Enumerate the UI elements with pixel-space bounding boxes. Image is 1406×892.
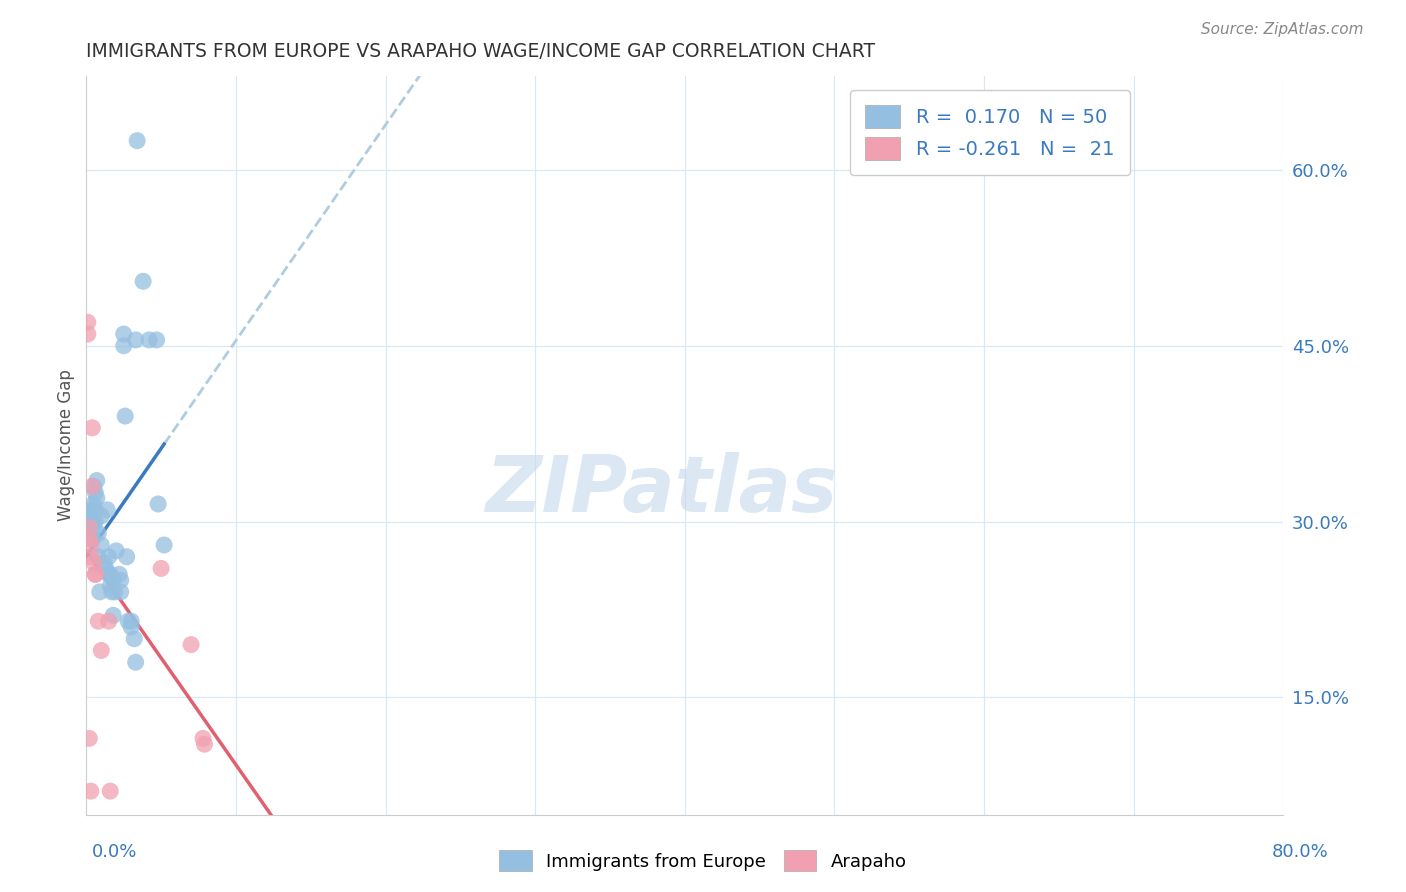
Point	[76, 315, 98, 329]
Point	[124, 333, 146, 347]
Point	[90, 508, 112, 523]
Text: 0.0%: 0.0%	[91, 843, 136, 861]
Point	[124, 655, 146, 669]
Point	[103, 573, 125, 587]
Point	[76, 520, 98, 534]
Point	[114, 409, 136, 423]
Point	[83, 520, 105, 534]
Point	[97, 614, 120, 628]
Point	[150, 561, 173, 575]
Text: 80.0%: 80.0%	[1272, 843, 1329, 861]
Point	[84, 485, 107, 500]
Point	[79, 508, 101, 523]
Point	[83, 556, 105, 570]
Point	[94, 561, 117, 575]
Point	[191, 731, 214, 746]
Point	[180, 638, 202, 652]
Text: IMMIGRANTS FROM EUROPE VS ARAPAHO WAGE/INCOME GAP CORRELATION CHART: IMMIGRANTS FROM EUROPE VS ARAPAHO WAGE/I…	[86, 42, 876, 61]
Point	[82, 515, 104, 529]
Point	[145, 333, 167, 347]
Point	[146, 497, 169, 511]
Point	[122, 632, 145, 646]
Point	[80, 503, 103, 517]
Point	[112, 339, 135, 353]
Text: ZIPatlas: ZIPatlas	[485, 451, 837, 528]
Point	[79, 731, 101, 746]
Point	[104, 585, 127, 599]
Point	[76, 326, 98, 341]
Point	[80, 526, 103, 541]
Legend: Immigrants from Europe, Arapaho: Immigrants from Europe, Arapaho	[492, 843, 914, 879]
Point	[82, 421, 104, 435]
Point	[80, 549, 103, 564]
Point	[132, 274, 155, 288]
Point	[86, 491, 108, 505]
Point	[153, 538, 176, 552]
Y-axis label: Wage/Income Gap: Wage/Income Gap	[58, 369, 75, 521]
Point	[87, 549, 110, 564]
Point	[82, 532, 104, 546]
Point	[127, 134, 149, 148]
Point	[84, 515, 107, 529]
Point	[115, 549, 138, 564]
Point	[86, 474, 108, 488]
Point	[90, 643, 112, 657]
Point	[79, 532, 101, 546]
Point	[120, 614, 142, 628]
Point	[97, 567, 120, 582]
Point	[80, 538, 103, 552]
Point	[108, 567, 131, 582]
Point	[193, 737, 215, 751]
Point	[79, 520, 101, 534]
Point	[103, 608, 125, 623]
Point	[89, 585, 111, 599]
Point	[87, 526, 110, 541]
Point	[90, 538, 112, 552]
Text: Source: ZipAtlas.com: Source: ZipAtlas.com	[1201, 22, 1364, 37]
Point	[120, 620, 142, 634]
Point	[100, 585, 122, 599]
Point	[82, 479, 104, 493]
Point	[96, 503, 118, 517]
Point	[93, 556, 115, 570]
Point	[98, 567, 121, 582]
Point	[83, 479, 105, 493]
Point	[110, 573, 132, 587]
Point	[138, 333, 160, 347]
Point	[84, 503, 107, 517]
Point	[97, 549, 120, 564]
Point	[84, 567, 107, 582]
Legend: R =  0.170   N = 50, R = -0.261   N =  21: R = 0.170 N = 50, R = -0.261 N = 21	[849, 89, 1130, 176]
Point	[84, 567, 107, 582]
Point	[98, 579, 121, 593]
Point	[112, 326, 135, 341]
Point	[87, 614, 110, 628]
Point	[105, 544, 128, 558]
Point	[98, 784, 121, 798]
Point	[110, 585, 132, 599]
Point	[117, 614, 139, 628]
Point	[80, 784, 103, 798]
Point	[83, 497, 105, 511]
